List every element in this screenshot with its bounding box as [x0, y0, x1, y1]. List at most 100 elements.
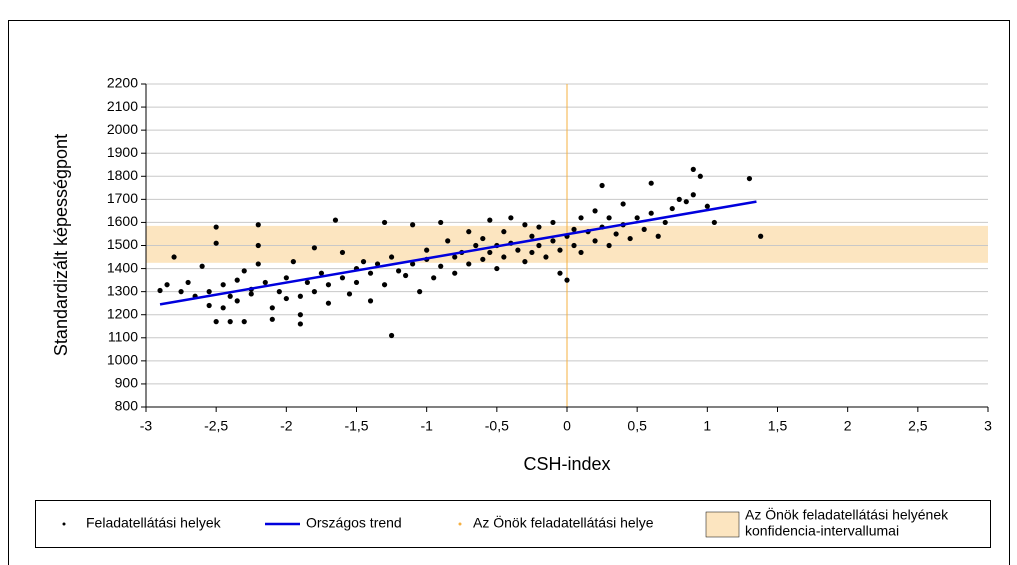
point: [410, 222, 416, 228]
point: [697, 173, 703, 179]
y-tick-label: 1700: [107, 190, 138, 206]
point: [297, 321, 303, 327]
point: [592, 238, 598, 244]
point: [431, 275, 437, 281]
point: [367, 298, 374, 304]
point: [690, 166, 696, 172]
point: [381, 282, 388, 288]
point: [311, 245, 317, 251]
point: [466, 229, 472, 235]
point: [213, 240, 219, 246]
point: [346, 291, 353, 297]
point: [248, 291, 254, 297]
legend-label: Országos trend: [306, 515, 402, 531]
point: [339, 249, 346, 256]
point: [627, 235, 633, 242]
point: [269, 316, 275, 322]
point: [206, 302, 212, 309]
point: [704, 203, 710, 209]
point: [480, 235, 486, 242]
point: [501, 254, 507, 260]
point: [164, 282, 170, 288]
point: [339, 275, 346, 281]
point: [543, 254, 549, 260]
point: [234, 277, 240, 283]
point: [367, 270, 374, 276]
point: [438, 263, 444, 269]
point: [452, 270, 458, 276]
y-tick-label: 1000: [107, 352, 138, 368]
point: [353, 279, 360, 286]
point: [466, 261, 472, 267]
point: [227, 293, 233, 299]
y-tick-label: 1400: [107, 259, 138, 275]
y-tick-label: 2200: [107, 75, 138, 91]
point: [536, 224, 542, 230]
point: [557, 247, 563, 253]
point: [381, 219, 388, 226]
point: [283, 275, 289, 281]
point: [508, 215, 514, 221]
point: [185, 279, 191, 286]
legend-marker: [458, 522, 462, 526]
x-tick-label: -2,5: [204, 418, 228, 434]
x-tick-label: 3: [984, 418, 992, 434]
point: [206, 289, 212, 295]
x-tick-label: -2: [280, 418, 293, 434]
point: [297, 312, 303, 318]
point: [634, 215, 640, 221]
point: [606, 242, 612, 249]
point: [613, 231, 619, 237]
point: [522, 222, 528, 228]
frame: [8, 20, 1010, 565]
x-tick-label: 1,5: [768, 418, 788, 434]
x-tick-label: 0: [563, 418, 571, 434]
point: [396, 268, 402, 274]
point: [641, 226, 647, 232]
point: [564, 277, 570, 283]
point: [199, 263, 205, 269]
point: [360, 259, 367, 265]
point: [578, 215, 584, 221]
point: [452, 254, 458, 260]
x-tick-label: 2: [844, 418, 852, 434]
x-axis-label: CSH-index: [523, 454, 610, 474]
y-tick-label: 1800: [107, 167, 138, 183]
point: [213, 319, 219, 325]
point: [255, 242, 261, 249]
point: [522, 259, 528, 265]
x-tick-label: 2,5: [908, 418, 928, 434]
y-tick-label: 1600: [107, 213, 138, 229]
x-tick-label: -0,5: [485, 418, 509, 434]
point: [220, 282, 226, 288]
point: [536, 242, 542, 249]
point: [445, 238, 451, 244]
point: [290, 259, 296, 265]
point: [480, 256, 486, 262]
point: [529, 233, 535, 239]
point: [283, 295, 289, 302]
x-tick-label: -3: [140, 418, 153, 434]
point: [578, 249, 584, 256]
y-tick-label: 2000: [107, 121, 138, 137]
point: [297, 293, 303, 299]
point: [171, 254, 177, 260]
point: [241, 268, 247, 274]
point: [241, 319, 247, 325]
legend-label: Az Önök feladatellátási helye: [473, 514, 654, 531]
point: [620, 201, 626, 207]
point: [410, 261, 416, 267]
point: [325, 282, 332, 288]
point: [234, 298, 240, 304]
point: [473, 242, 479, 249]
y-tick-label: 1300: [107, 282, 138, 298]
x-tick-label: -1,5: [344, 418, 368, 434]
point: [424, 247, 430, 253]
point: [213, 224, 219, 230]
point: [318, 270, 325, 276]
point: [417, 289, 423, 295]
point: [655, 233, 661, 239]
point: [487, 217, 493, 223]
y-tick-label: 1900: [107, 144, 138, 160]
